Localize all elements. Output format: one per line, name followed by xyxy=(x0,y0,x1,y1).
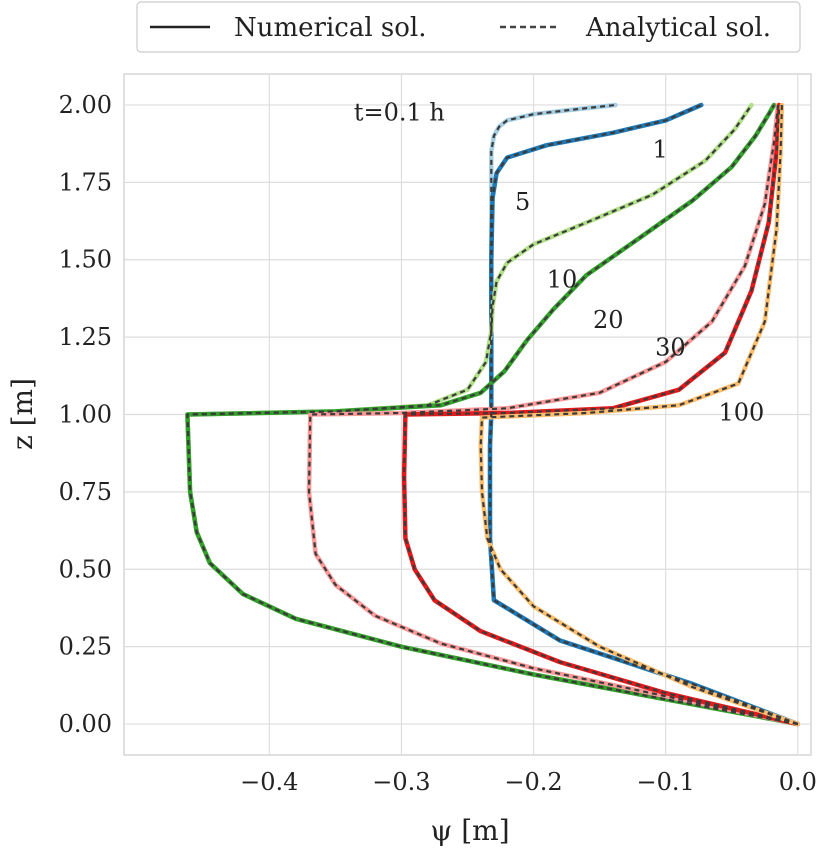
y-tick-labels: 0.00 0.25 0.50 0.75 1.00 1.25 1.50 1.75 2.00 xyxy=(59,91,112,738)
series-line-analytical-5 xyxy=(403,104,799,726)
y-tick-label: 1.50 xyxy=(59,246,112,274)
x-tick-labels: −0.4 −0.3 −0.2 −0.1 0.0 xyxy=(240,768,817,796)
y-tick-label: 1.75 xyxy=(59,168,112,196)
y-tick-label: 0.00 xyxy=(59,710,112,738)
legend-box xyxy=(136,1,801,53)
x-axis-label: ψ [m] xyxy=(430,814,509,847)
legend: Numerical sol. Analytical sol. xyxy=(136,1,801,53)
x-tick-label: −0.4 xyxy=(240,768,298,796)
y-tick-label: 0.50 xyxy=(59,555,112,583)
curve-label-1: 1 xyxy=(652,136,667,164)
x-tick-label: −0.1 xyxy=(637,768,695,796)
curve-label-0: t=0.1 h xyxy=(354,98,445,126)
legend-analytical-label: Analytical sol. xyxy=(585,13,771,43)
y-tick-label: 0.75 xyxy=(59,478,112,506)
series-line-analytical-6 xyxy=(479,104,799,726)
x-tick-label: −0.2 xyxy=(504,768,562,796)
curve-label-5: 30 xyxy=(655,334,686,362)
x-tick-label: −0.3 xyxy=(372,768,430,796)
curve-label-2: 5 xyxy=(515,188,530,216)
curve-label-3: 10 xyxy=(547,266,578,294)
series-curves xyxy=(185,102,801,727)
series-line-analytical-4 xyxy=(307,104,799,726)
y-tick-label: 1.00 xyxy=(59,401,112,429)
series-line-analytical-2 xyxy=(186,104,799,726)
series-line-analytical-3 xyxy=(186,104,799,726)
y-tick-label: 0.25 xyxy=(59,633,112,661)
y-axis-label: z [m] xyxy=(6,378,39,450)
x-tick-label: 0.0 xyxy=(779,768,817,796)
legend-numerical-label: Numerical sol. xyxy=(234,13,427,43)
curve-labels: t=0.1 h 1 5 10 20 30 100 xyxy=(354,98,764,426)
y-tick-label: 2.00 xyxy=(59,91,112,119)
series-line-analytical-1 xyxy=(488,103,799,726)
y-tick-label: 1.25 xyxy=(59,323,112,351)
curve-label-6: 100 xyxy=(719,399,765,427)
curve-label-4: 20 xyxy=(593,306,624,334)
